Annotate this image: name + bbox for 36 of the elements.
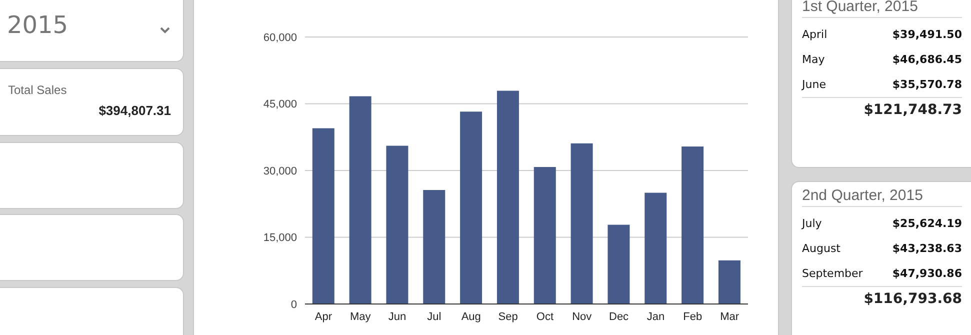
- text: April: [802, 28, 828, 41]
- x-tick-label: Apr: [314, 310, 332, 323]
- text: $121,748.73: [802, 97, 962, 118]
- y-tick-label: 45,000: [263, 98, 297, 111]
- text: 2015: [7, 11, 68, 39]
- x-tick-label: Nov: [572, 310, 592, 323]
- text: $35,570.78: [892, 78, 962, 91]
- x-tick-label: Oct: [536, 310, 554, 323]
- x-tick-label: May: [350, 310, 372, 323]
- text: May: [802, 53, 825, 66]
- text: $43,238.63: [892, 242, 962, 255]
- text: 1st Quarter, 2015: [802, 0, 962, 18]
- text: July: [802, 217, 822, 230]
- x-tick-label: Aug: [461, 310, 481, 323]
- x-tick-label: Feb: [683, 310, 702, 323]
- y-tick-label: 15,000: [263, 232, 297, 244]
- y-tick-label: 60,000: [263, 32, 297, 44]
- text: $47,930.86: [892, 267, 962, 280]
- text: August: [802, 242, 840, 255]
- text: $25,624.19: [892, 217, 962, 230]
- x-tick-label: Dec: [609, 310, 630, 323]
- text: $394,807.31: [98, 103, 171, 118]
- x-tick-label: Mar: [720, 310, 740, 323]
- y-tick-label: 30,000: [263, 165, 297, 178]
- text: $116,793.68: [802, 286, 962, 307]
- x-tick-label: Jan: [646, 310, 665, 323]
- y-tick-label: 0: [290, 298, 297, 311]
- text: $39,491.50: [892, 28, 962, 41]
- text: Total Sales: [8, 83, 67, 97]
- text: 2nd Quarter, 2015: [802, 187, 962, 207]
- x-tick-label: Sep: [498, 310, 518, 323]
- x-tick-label: Jul: [427, 310, 442, 323]
- text: $46,686.45: [892, 53, 962, 66]
- x-tick-label: Jun: [388, 310, 406, 323]
- text: September: [802, 267, 863, 280]
- text: June: [802, 78, 826, 91]
